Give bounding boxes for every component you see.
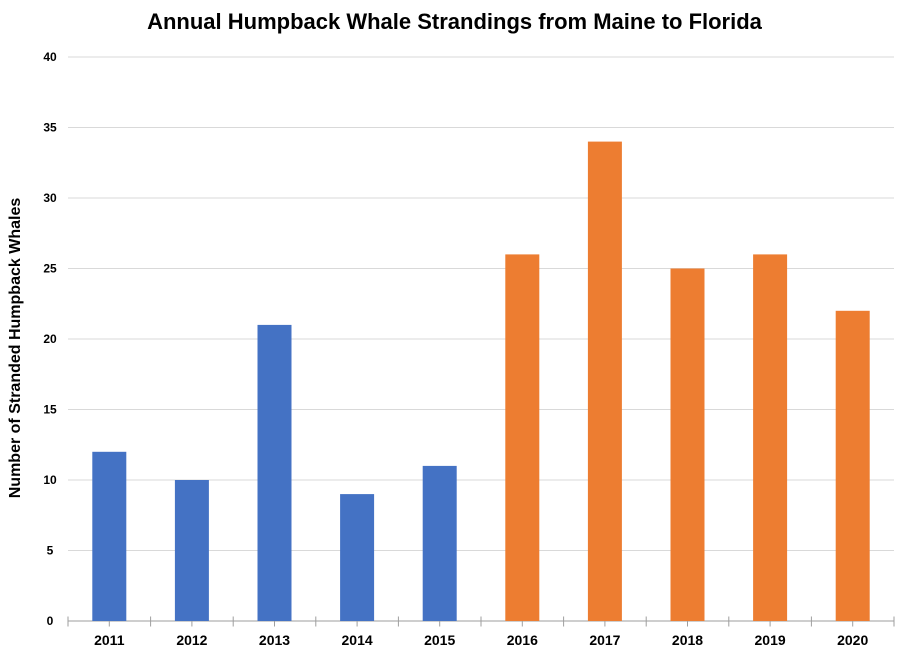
chart-title: Annual Humpback Whale Strandings from Ma… — [147, 9, 762, 34]
x-tick-label-2018: 2018 — [672, 632, 703, 648]
bar-2019 — [753, 254, 788, 621]
x-tick-label-2013: 2013 — [259, 632, 290, 648]
x-tick-label-2020: 2020 — [837, 632, 868, 648]
x-tick-label-2014: 2014 — [342, 632, 373, 648]
x-tick-label-2019: 2019 — [755, 632, 786, 648]
y-tick-label-30: 30 — [43, 191, 57, 205]
bar-2013 — [257, 324, 292, 621]
x-tick-label-2011: 2011 — [94, 632, 125, 648]
bar-2014 — [340, 494, 375, 621]
y-tick-label-20: 20 — [43, 332, 57, 346]
y-tick-label-35: 35 — [43, 121, 57, 135]
y-tick-label-15: 15 — [43, 403, 57, 417]
y-tick-label-0: 0 — [47, 614, 54, 628]
bar-2015 — [422, 465, 457, 621]
y-tick-label-5: 5 — [47, 544, 54, 558]
bar-2011 — [92, 451, 127, 621]
bar-2020 — [835, 310, 870, 621]
x-tick-label-2012: 2012 — [176, 632, 207, 648]
x-tick-label-2017: 2017 — [589, 632, 620, 648]
y-tick-label-10: 10 — [43, 473, 57, 487]
bar-2016 — [505, 254, 540, 621]
y-tick-label-40: 40 — [43, 50, 57, 64]
x-tick-label-2015: 2015 — [424, 632, 455, 648]
y-tick-label-25: 25 — [43, 262, 57, 276]
bar-2012 — [174, 480, 209, 621]
bar-2017 — [587, 141, 622, 621]
bar-2018 — [670, 268, 705, 621]
x-tick-label-2016: 2016 — [507, 632, 538, 648]
